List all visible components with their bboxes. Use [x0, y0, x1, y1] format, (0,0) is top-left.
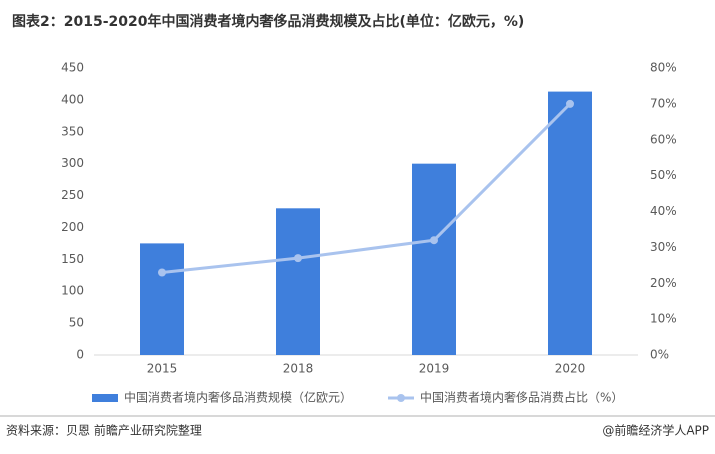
bar — [412, 163, 456, 355]
y2-tick-label: 0% — [650, 348, 669, 362]
point — [158, 268, 166, 277]
y2-tick-label: 80% — [650, 61, 677, 75]
bar — [140, 243, 184, 355]
bar — [548, 91, 592, 355]
y-tick-label: 50 — [69, 316, 84, 330]
y2-tick-label: 10% — [650, 312, 677, 326]
x-tick-label: 2019 — [419, 362, 450, 376]
y-tick-label: 150 — [61, 252, 84, 266]
y-tick-label: 200 — [61, 220, 84, 234]
y2-tick-label: 20% — [650, 276, 677, 290]
point — [294, 254, 302, 263]
y-tick-label: 250 — [61, 188, 84, 202]
y2-tick-label: 70% — [650, 96, 677, 110]
y2-tick-label: 40% — [650, 204, 677, 218]
y-tick-label: 350 — [61, 124, 84, 138]
source: 资料来源：贝恩 前瞻产业研究院整理 — [6, 423, 202, 438]
y-tick-label: 100 — [61, 284, 84, 298]
line — [161, 102, 572, 274]
x-tick-label: 2020 — [555, 362, 586, 376]
point — [566, 99, 574, 108]
point — [430, 236, 438, 245]
legend-label: 中国消费者境内奢侈品消费规模（亿欧元） — [124, 390, 352, 405]
y-tick-label: 0 — [76, 348, 84, 362]
legend-label: 中国消费者境内奢侈品消费占比（%） — [420, 390, 623, 405]
legend-swatch — [92, 394, 118, 402]
x-tick-label: 2018 — [283, 362, 314, 376]
y2-tick-label: 50% — [650, 168, 677, 182]
chart-title: 图表2：2015-2020年中国消费者境内奢侈品消费规模及占比(单位：亿欧元，%… — [12, 13, 524, 30]
y2-tick-label: 30% — [650, 240, 677, 254]
y-tick-label: 300 — [61, 156, 84, 170]
bar — [276, 208, 320, 355]
credit: @前瞻经济学人APP — [602, 423, 709, 438]
y-tick-label: 450 — [61, 61, 84, 75]
x-tick-label: 2015 — [147, 362, 178, 376]
legend-swatch — [397, 394, 405, 402]
y-tick-label: 400 — [61, 92, 84, 106]
y2-tick-label: 60% — [650, 132, 677, 146]
